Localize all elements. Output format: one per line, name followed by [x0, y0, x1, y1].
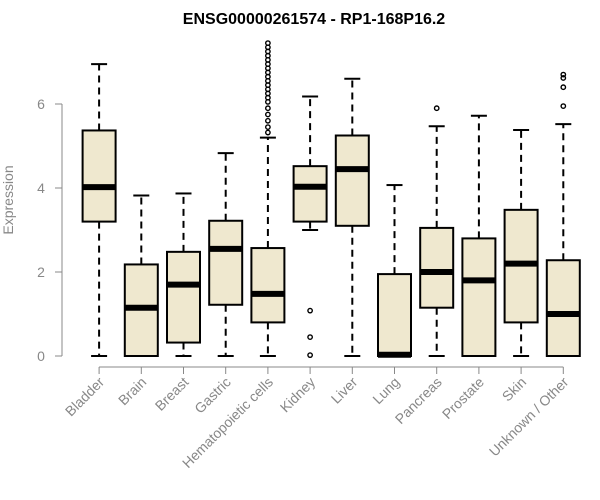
outlier-point	[264, 40, 271, 46]
outlier-point	[307, 334, 313, 340]
box-pancreas	[419, 105, 455, 357]
outlier-point	[560, 84, 567, 91]
box-gastric	[208, 152, 244, 357]
outlier-point	[560, 103, 567, 110]
box-iqr	[166, 250, 201, 344]
outlier-point	[264, 105, 271, 112]
outlier-point	[264, 124, 271, 131]
box-iqr	[419, 226, 455, 309]
x-tick-label: Liver	[328, 374, 361, 407]
box-iqr	[377, 273, 412, 358]
box-iqr	[545, 259, 581, 357]
y-tick-label: 6	[37, 96, 45, 112]
x-tick-label: Skin	[499, 374, 530, 405]
y-tick-label: 4	[37, 180, 45, 196]
x-tick-label: Pancreas	[392, 374, 445, 427]
outlier-point	[307, 352, 313, 359]
x-tick-label: Kidney	[277, 374, 319, 416]
y-tick-label: 2	[37, 264, 45, 280]
outlier-point	[264, 129, 271, 136]
box-iqr	[334, 134, 370, 227]
y-tick-label: 0	[37, 348, 45, 364]
y-axis: 0 2 4 6	[37, 96, 63, 364]
chart-title: ENSG00000261574 - RP1-168P16.2	[183, 11, 446, 28]
box-unknown-other	[545, 71, 581, 357]
box-iqr	[461, 237, 497, 357]
outlier-point	[264, 117, 271, 124]
box-brain	[123, 194, 159, 357]
x-tick-label: Brain	[115, 374, 149, 408]
outlier-point	[560, 75, 567, 81]
box-skin	[503, 129, 539, 357]
outlier-point	[560, 71, 567, 78]
x-tick-label: Lung	[369, 374, 402, 407]
outlier-point	[307, 307, 313, 314]
y-axis-label: Expression	[0, 165, 16, 234]
box-lung	[377, 184, 412, 358]
box-prostate	[461, 114, 497, 357]
box-hematopoietic-cells	[250, 40, 286, 357]
box-breast	[166, 192, 201, 357]
box-series	[81, 40, 581, 359]
x-tick-label: Prostate	[439, 374, 487, 422]
x-tick-label: Breast	[152, 374, 192, 414]
box-iqr	[292, 165, 328, 223]
box-liver	[334, 77, 370, 357]
x-tick-label: Bladder	[62, 374, 108, 420]
box-iqr	[208, 219, 244, 306]
box-iqr	[250, 247, 286, 324]
box-bladder	[81, 63, 117, 357]
box-kidney	[292, 95, 328, 359]
x-tick-label: Unknown / Other	[486, 374, 572, 460]
box-iqr	[81, 129, 117, 223]
outlier-point	[433, 105, 440, 112]
outlier-point	[264, 111, 271, 118]
